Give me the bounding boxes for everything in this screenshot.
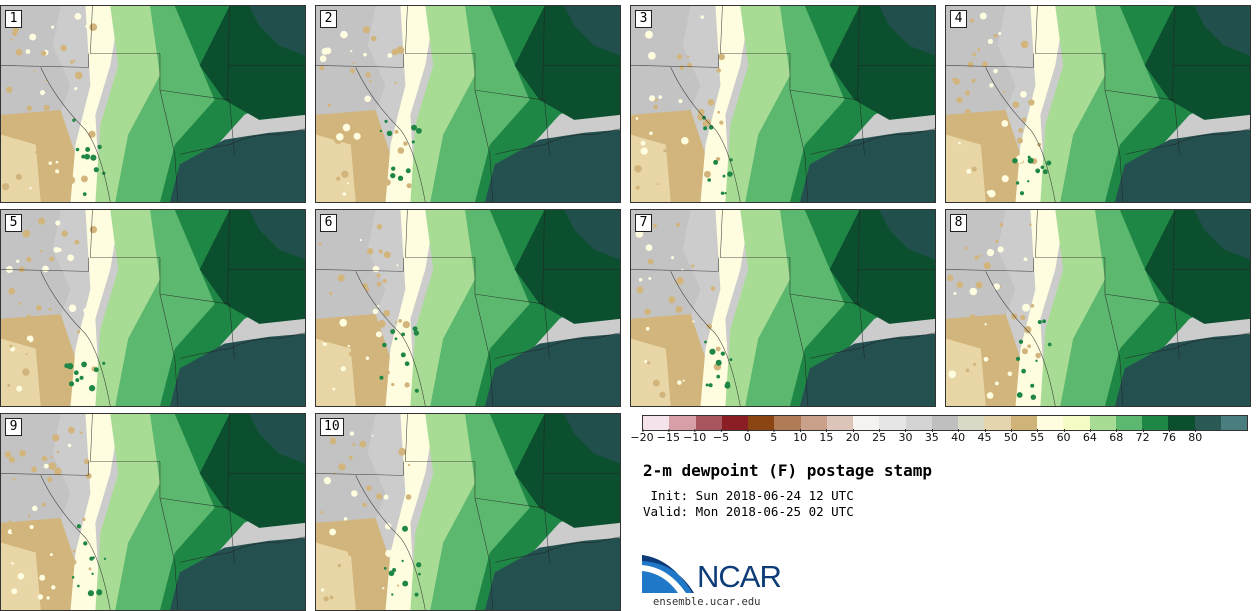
colorbar-tick-label: 10: [793, 429, 808, 444]
panel-number: 8: [950, 214, 967, 232]
colorbar-swatch: [879, 416, 906, 430]
colorbar-swatch: [695, 416, 722, 430]
map-panel-10[interactable]: 10: [315, 413, 621, 611]
colorbar-tick-label: −5: [712, 429, 730, 444]
colorbar-swatch: [826, 416, 854, 430]
panel-number: 3: [635, 10, 652, 28]
colorbar-tick-label: 80: [1188, 429, 1203, 444]
colorbar-tick-label: 15: [819, 429, 834, 444]
panel-number: 9: [5, 418, 22, 436]
map-panel-2[interactable]: 2: [315, 5, 621, 203]
panel-number: 10: [320, 418, 344, 436]
logo-text: NCAR: [697, 559, 782, 594]
colorbar-swatch: [669, 416, 696, 430]
colorbar-swatch: [1142, 416, 1169, 430]
colorbar-tick-label: 40: [951, 429, 966, 444]
colorbar-tick-label: 45: [977, 429, 992, 444]
colorbar-swatch: [931, 416, 959, 430]
map-panel-1[interactable]: 1: [0, 5, 306, 203]
colorbar-swatch: [1194, 416, 1221, 430]
colorbar-tick-label: 68: [1109, 429, 1124, 444]
colorbar-swatch: [748, 416, 775, 430]
figure-title: 2-m dewpoint (F) postage stamp: [643, 461, 932, 480]
colorbar-swatch: [905, 416, 932, 430]
colorbar-tick-label: 50: [1003, 429, 1018, 444]
map-panel-4[interactable]: 4: [945, 5, 1251, 203]
colorbar-tick-label: 55: [1030, 429, 1045, 444]
panel-number: 2: [320, 10, 337, 28]
colorbar: [642, 415, 1248, 431]
map-panel-9[interactable]: 9: [0, 413, 306, 611]
colorbar-tick-label: −15: [656, 429, 680, 444]
colorbar-tick-label: 35: [924, 429, 939, 444]
map-panel-3[interactable]: 3: [630, 5, 936, 203]
colorbar-swatch: [1115, 416, 1143, 430]
colorbar-swatch: [643, 416, 670, 430]
valid-time: Valid: Mon 2018-06-25 02 UTC: [643, 504, 854, 519]
ncar-logo-icon: [642, 555, 694, 593]
colorbar-tick-label: 60: [1056, 429, 1071, 444]
colorbar-swatch: [1063, 416, 1090, 430]
colorbar-swatch: [1089, 416, 1116, 430]
colorbar-swatch: [800, 416, 827, 430]
panel-number: 6: [320, 214, 337, 232]
map-panel-5[interactable]: 5: [0, 209, 306, 407]
colorbar-swatch: [721, 416, 749, 430]
colorbar-tick-label: 25: [872, 429, 887, 444]
colorbar-swatch: [853, 416, 880, 430]
colorbar-swatch: [774, 416, 801, 430]
colorbar-tick-label: 72: [1135, 429, 1150, 444]
colorbar-swatch: [958, 416, 985, 430]
colorbar-tick-label: 30: [898, 429, 913, 444]
panel-number: 4: [950, 10, 967, 28]
colorbar-swatch: [1036, 416, 1064, 430]
site-url: ensemble.ucar.edu: [653, 596, 761, 608]
init-time: Init: Sun 2018-06-24 12 UTC: [643, 488, 854, 503]
colorbar-tick-label: −20: [630, 429, 654, 444]
colorbar-tick-label: 0: [743, 429, 751, 444]
colorbar-tick-label: 64: [1082, 429, 1097, 444]
colorbar-swatch: [1168, 416, 1195, 430]
map-panel-8[interactable]: 8: [945, 209, 1251, 407]
panel-number: 7: [635, 214, 652, 232]
map-panel-7[interactable]: 7: [630, 209, 936, 407]
panel-number: 1: [5, 10, 22, 28]
colorbar-ticks: −20 −15 −10 −5 0 5 10 15 20 25 30 35 40 45 50 55 60 64 68 7…: [630, 429, 1248, 449]
colorbar-tick-label: −10: [683, 429, 707, 444]
panel-number: 5: [5, 214, 22, 232]
colorbar-tick-label: 5: [770, 429, 778, 444]
colorbar-swatch: [984, 416, 1011, 430]
map-panel-6[interactable]: 6: [315, 209, 621, 407]
colorbar-tick-label: 20: [845, 429, 860, 444]
colorbar-swatch: [1220, 416, 1248, 430]
colorbar-swatch: [1010, 416, 1037, 430]
colorbar-tick-label: 76: [1161, 429, 1176, 444]
